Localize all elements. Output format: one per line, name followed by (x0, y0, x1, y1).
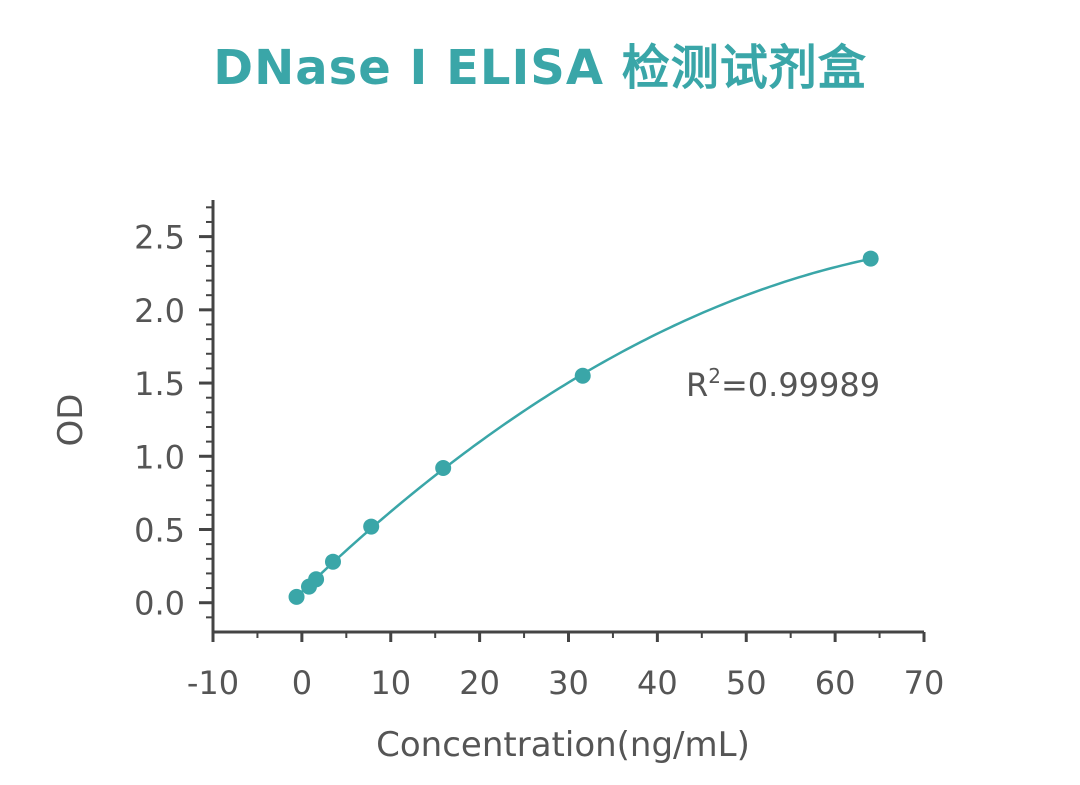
y-axis-title: OD (51, 394, 91, 447)
r-squared-base: R (686, 366, 708, 404)
ticks (199, 206, 926, 642)
x-axis-title: Concentration(ng/mL) (376, 725, 750, 765)
x-tick-label: 50 (726, 664, 767, 702)
data-point (324, 553, 341, 570)
x-tick-label: 10 (370, 664, 411, 702)
r-squared-value: =0.99989 (721, 366, 880, 404)
fit-curve (295, 257, 871, 598)
r-squared-annotation: R2=0.99989 (686, 364, 880, 404)
x-tick-label: 70 (904, 664, 945, 702)
axes (211, 200, 924, 634)
x-tick-label: 0 (292, 664, 312, 702)
r-squared-superscript: 2 (708, 364, 721, 388)
x-tick-label: -10 (187, 664, 239, 702)
data-point (288, 588, 305, 605)
chart-title: DNase I ELISA 检测试剂盒 (213, 40, 867, 96)
x-tick-label: 30 (548, 664, 589, 702)
data-point (435, 459, 452, 476)
y-tick-label: 2.0 (134, 292, 185, 330)
data-point (574, 367, 591, 384)
data-point (862, 250, 879, 267)
y-tick-label: 1.0 (134, 438, 185, 476)
data-point (363, 518, 380, 535)
tick-labels: -10 0 10 20 30 40 50 60 70 0.0 0.5 1.0 1.5 2.0 2.5 (134, 219, 944, 702)
data-point (308, 571, 325, 588)
x-tick-label: 60 (815, 664, 856, 702)
y-tick-label: 2.5 (134, 219, 185, 257)
y-tick-label: 0.0 (134, 585, 185, 623)
x-tick-label: 40 (637, 664, 678, 702)
x-tick-label: 20 (459, 664, 500, 702)
data-points (288, 250, 879, 605)
y-tick-label: 0.5 (134, 511, 185, 549)
y-tick-label: 1.5 (134, 365, 185, 403)
